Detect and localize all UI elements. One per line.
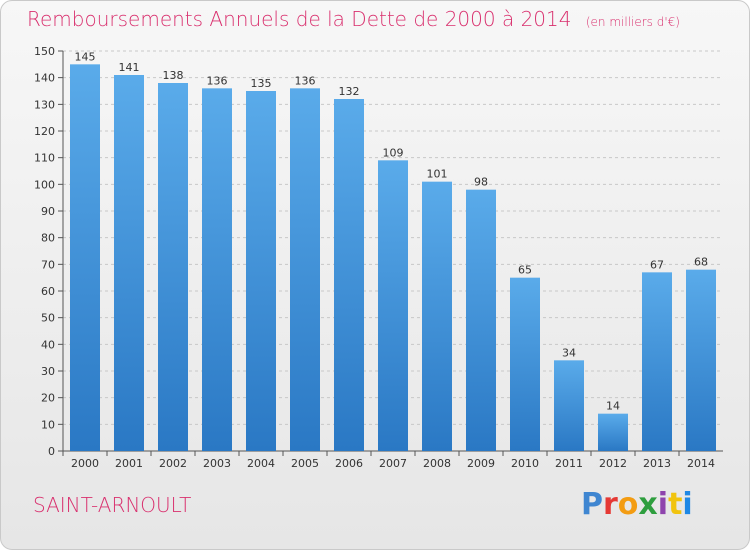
data-label-2007: 109 — [383, 146, 404, 159]
y-tick-label: 10 — [41, 418, 55, 431]
bar-2004 — [246, 91, 276, 451]
y-tick-label: 130 — [34, 98, 55, 111]
data-label-2010: 65 — [518, 264, 532, 277]
x-tick-label: 2003 — [203, 457, 231, 470]
x-tick-label: 2005 — [291, 457, 319, 470]
bars — [70, 64, 716, 452]
y-tick-label: 140 — [34, 72, 55, 85]
logo-letter: r — [603, 487, 618, 522]
bar-2007 — [378, 160, 408, 452]
bar-2002 — [158, 83, 188, 451]
x-tick-label: 2002 — [159, 457, 187, 470]
data-label-2000: 145 — [75, 50, 96, 63]
y-tick-label: 30 — [41, 365, 55, 378]
data-label-2014: 68 — [694, 256, 708, 269]
commune-name: SAINT-ARNOULT — [33, 493, 192, 517]
y-tick-label: 40 — [41, 338, 55, 351]
y-tick-label: 0 — [48, 445, 55, 458]
bar-2008 — [422, 181, 452, 451]
y-tick-label: 50 — [41, 312, 55, 325]
x-tick-label: 2013 — [643, 457, 671, 470]
axes: 0 10 20 30 40 50 60 70 80 90 100 110 120 130 140 150 200… — [34, 45, 723, 470]
y-tick-label: 80 — [41, 232, 55, 245]
bar-2003 — [202, 88, 232, 451]
logo-letter: i — [657, 487, 669, 522]
x-tick-label: 2006 — [335, 457, 363, 470]
x-tick-label: 2014 — [687, 457, 715, 470]
chart-title-unit: (en milliers d'€) — [585, 15, 680, 29]
data-label-2003: 136 — [207, 74, 228, 87]
bar-2012 — [598, 413, 628, 451]
bar-2013 — [642, 272, 672, 451]
data-label-2012: 14 — [606, 400, 620, 413]
x-tick-label: 2004 — [247, 457, 275, 470]
y-tick-label: 90 — [41, 205, 55, 218]
y-tick-label: 100 — [34, 178, 55, 191]
data-label-2001: 141 — [119, 61, 140, 74]
y-tick-label: 70 — [41, 258, 55, 271]
bar-2010 — [510, 277, 540, 451]
proxiti-logo: Proxiti — [581, 487, 693, 522]
y-tick-label: 20 — [41, 392, 55, 405]
data-label-2013: 67 — [650, 258, 664, 271]
data-label-2006: 132 — [339, 85, 360, 98]
x-tick-label: 2012 — [599, 457, 627, 470]
x-tick-label: 2001 — [115, 457, 143, 470]
x-tick-label: 2000 — [71, 457, 99, 470]
y-tick-label: 150 — [34, 45, 55, 58]
bar-2000 — [70, 64, 100, 452]
data-label-2004: 135 — [251, 77, 272, 90]
x-tick-label: 2007 — [379, 457, 407, 470]
bar-2009 — [466, 189, 496, 451]
x-tick-label: 2010 — [511, 457, 539, 470]
bar-2005 — [290, 88, 320, 451]
data-labels: 145 141 138 136 135 136 132 109 101 98 65 34 14 67 68 — [75, 50, 709, 412]
y-tick-label: 120 — [34, 125, 55, 138]
data-label-2011: 34 — [562, 346, 576, 359]
x-tick-label: 2011 — [555, 457, 583, 470]
logo-letter: o — [617, 487, 639, 522]
chart-title-main: Remboursements Annuels de la Dette de 20… — [27, 7, 572, 31]
y-tick-label: 110 — [34, 152, 55, 165]
bar-2014 — [686, 269, 716, 451]
data-label-2002: 138 — [163, 69, 184, 82]
x-tick-label: 2009 — [467, 457, 495, 470]
bar-2001 — [114, 75, 144, 451]
logo-letter: t — [668, 487, 683, 522]
logo-letter: i — [682, 487, 693, 522]
y-tick-label: 60 — [41, 285, 55, 298]
logo-letter: P — [581, 487, 603, 522]
data-label-2005: 136 — [295, 74, 316, 87]
x-tick-label: 2008 — [423, 457, 451, 470]
bar-2006 — [334, 99, 364, 451]
data-label-2008: 101 — [427, 168, 448, 181]
chart-title: Remboursements Annuels de la Dette de 20… — [27, 7, 680, 31]
bar-2011 — [554, 360, 584, 451]
logo-letter: x — [638, 487, 658, 522]
data-label-2009: 98 — [474, 176, 488, 189]
